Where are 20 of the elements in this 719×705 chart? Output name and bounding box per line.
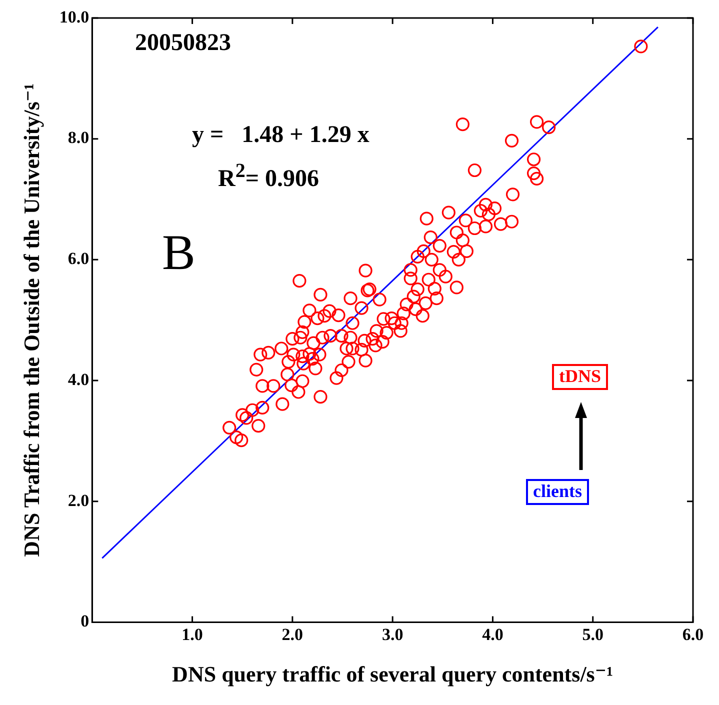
y-tick-label: 4.0 <box>68 370 90 389</box>
y-tick-label: 10.0 <box>59 7 90 26</box>
annotation: y = 1.48 + 1.29 x <box>192 122 370 148</box>
y-tick-label: 0 <box>80 612 90 631</box>
x-tick-label: 3.0 <box>382 624 404 644</box>
y-axis-title: DNS Traffic from the Outside of the University/s⁻¹ <box>18 83 44 557</box>
x-tick-label: 4.0 <box>482 624 504 644</box>
annotation: R$^{2}$= 0.906 <box>218 160 320 192</box>
annotation: tDNS <box>552 364 608 390</box>
x-tick-label: 6.0 <box>682 624 704 644</box>
x-axis-title: DNS query traffic of several query contents/s⁻¹ <box>172 661 614 686</box>
annotation: clients <box>526 479 589 505</box>
annotation: 20050823 <box>135 30 231 56</box>
x-tick-label: 1.0 <box>182 624 203 644</box>
y-tick-label: 2.0 <box>68 490 90 510</box>
x-tick-label: 2.0 <box>282 624 304 644</box>
x-tick-label: 5.0 <box>582 624 604 644</box>
y-tick-label: 8.0 <box>68 128 90 148</box>
y-tick-label: 6.0 <box>68 249 90 268</box>
annotation: B <box>162 224 196 280</box>
